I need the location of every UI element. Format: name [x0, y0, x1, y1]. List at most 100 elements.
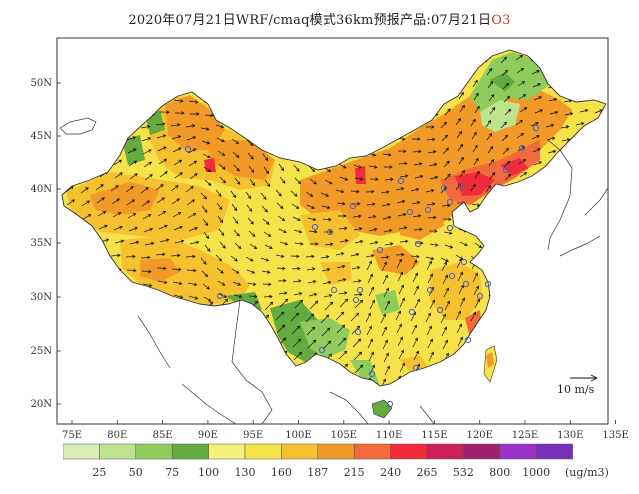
- wind-arrow: [215, 124, 225, 129]
- wind-arrow: [172, 212, 182, 218]
- wind-arrow: [489, 107, 496, 115]
- wind-arrow: [279, 241, 289, 246]
- wind-arrow: [249, 243, 258, 250]
- wind-arrow: [156, 134, 167, 139]
- wind-arrow: [519, 172, 528, 178]
- wind-arrow: [486, 132, 493, 141]
- wind-arrow: [113, 159, 123, 166]
- wind-arrow: [275, 189, 282, 197]
- wind-arrow: [414, 298, 420, 309]
- longitude-label: 100E: [285, 430, 311, 441]
- wind-arrow: [411, 259, 417, 270]
- title-text: 2020年07月21日WRF/cmaq模式36km预报产品:07月21日: [128, 13, 492, 28]
- wind-arrow: [309, 178, 317, 185]
- wind-arrow: [278, 163, 285, 172]
- wind-arrow: [173, 99, 184, 103]
- wind-arrow: [263, 294, 273, 299]
- wind-arrow: [442, 339, 448, 350]
- wind-arrow: [426, 260, 432, 271]
- wind-arrow: [470, 311, 476, 322]
- wind-arrow: [368, 227, 378, 232]
- wind-arrow: [413, 227, 423, 232]
- wind-arrow: [321, 205, 331, 210]
- wind-arrow: [441, 203, 451, 208]
- wind-arrow: [218, 228, 225, 236]
- wind-arrow: [113, 225, 123, 231]
- wind-arrow: [337, 278, 347, 282]
- wind-arrow: [502, 147, 510, 155]
- wind-arrow: [248, 294, 258, 299]
- wind-arrow: [383, 228, 393, 233]
- wind-arrow: [365, 189, 375, 194]
- wind-arrow: [336, 201, 346, 206]
- wind-arrow: [232, 216, 239, 224]
- wind-arrow: [395, 310, 401, 321]
- wind-arrow: [260, 257, 270, 262]
- wind-arrow: [264, 301, 274, 311]
- wind-arrow: [429, 175, 439, 180]
- wind-arrow: [290, 190, 298, 197]
- wind-arrow: [203, 231, 210, 240]
- wind-arrow: [293, 164, 300, 172]
- latitude-label: 40N: [31, 184, 53, 195]
- wind-arrow: [350, 189, 360, 194]
- wind-arrow: [143, 161, 153, 168]
- legend-swatch: [63, 443, 100, 460]
- legend-threshold: 240: [380, 466, 401, 479]
- wind-arrow: [308, 165, 316, 173]
- wind-arrow: [170, 123, 181, 127]
- wind-arrow: [337, 214, 347, 218]
- vietnam-coast: [329, 391, 369, 424]
- wind-arrow: [216, 137, 225, 142]
- wind-arrow: [473, 92, 479, 101]
- wind-arrow: [368, 286, 374, 297]
- legend-threshold: 800: [489, 466, 510, 479]
- legend-swatch: [281, 443, 319, 460]
- indochina-coast: [231, 299, 273, 424]
- wind-arrow: [140, 187, 149, 194]
- wind-arrow: [324, 242, 334, 246]
- wind-arrow: [532, 148, 541, 153]
- wind-arrow: [185, 186, 194, 193]
- wind-arrow: [561, 138, 571, 142]
- wind-arrow: [459, 104, 465, 113]
- wind-arrow: [425, 312, 431, 323]
- wind-arrow: [441, 134, 448, 142]
- city-marker: [330, 286, 338, 294]
- wind-arrow: [278, 291, 288, 295]
- longitude-label: 105E: [331, 430, 357, 441]
- wind-arrow: [365, 254, 375, 258]
- wind-arrow: [261, 205, 268, 213]
- legend-threshold: 215: [344, 466, 365, 479]
- vector-reference: 10 m/s: [557, 374, 599, 396]
- wind-arrow: [533, 161, 543, 166]
- wind-arrow: [261, 270, 271, 274]
- wind-arrow: [215, 189, 222, 197]
- legend-labels: 25 50 75 100 130 160 187 215 240 265 532 800 1000: [92, 466, 550, 479]
- city-marker: [408, 308, 416, 316]
- city-marker: [216, 292, 224, 300]
- map-content: [59, 49, 608, 424]
- wind-arrow: [277, 278, 287, 283]
- wind-arrow: [473, 285, 479, 296]
- wind-arrow: [157, 280, 168, 284]
- wind-arrow: [532, 83, 541, 88]
- legend-colorbar: [63, 443, 573, 460]
- wind-arrow: [141, 137, 152, 142]
- wind-arrow: [487, 80, 494, 89]
- wind-arrow: [324, 179, 333, 185]
- city-marker: [502, 166, 510, 174]
- wind-arrow: [369, 299, 375, 310]
- wind-arrow: [531, 70, 540, 75]
- wind-arrow: [350, 312, 360, 322]
- wind-arrow: [338, 163, 347, 169]
- wind-arrow: [276, 202, 284, 209]
- wind-arrow: [336, 264, 346, 269]
- wind-arrow: [262, 153, 269, 161]
- wind-arrow: [414, 174, 424, 179]
- wind-arrow: [335, 189, 345, 194]
- wind-arrow: [380, 255, 390, 259]
- wind-arrow: [217, 215, 224, 224]
- wind-arrow: [263, 231, 272, 237]
- wind-arrow: [159, 238, 170, 243]
